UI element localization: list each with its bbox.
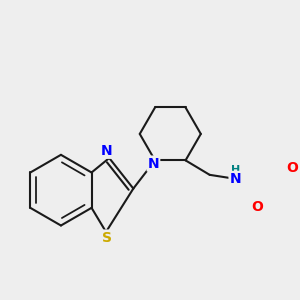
Text: O: O bbox=[286, 160, 298, 175]
Text: S: S bbox=[102, 231, 112, 244]
Text: N: N bbox=[101, 144, 112, 158]
Text: H: H bbox=[231, 165, 240, 175]
Text: N: N bbox=[230, 172, 241, 186]
Text: N: N bbox=[148, 157, 159, 171]
Text: O: O bbox=[251, 200, 263, 214]
